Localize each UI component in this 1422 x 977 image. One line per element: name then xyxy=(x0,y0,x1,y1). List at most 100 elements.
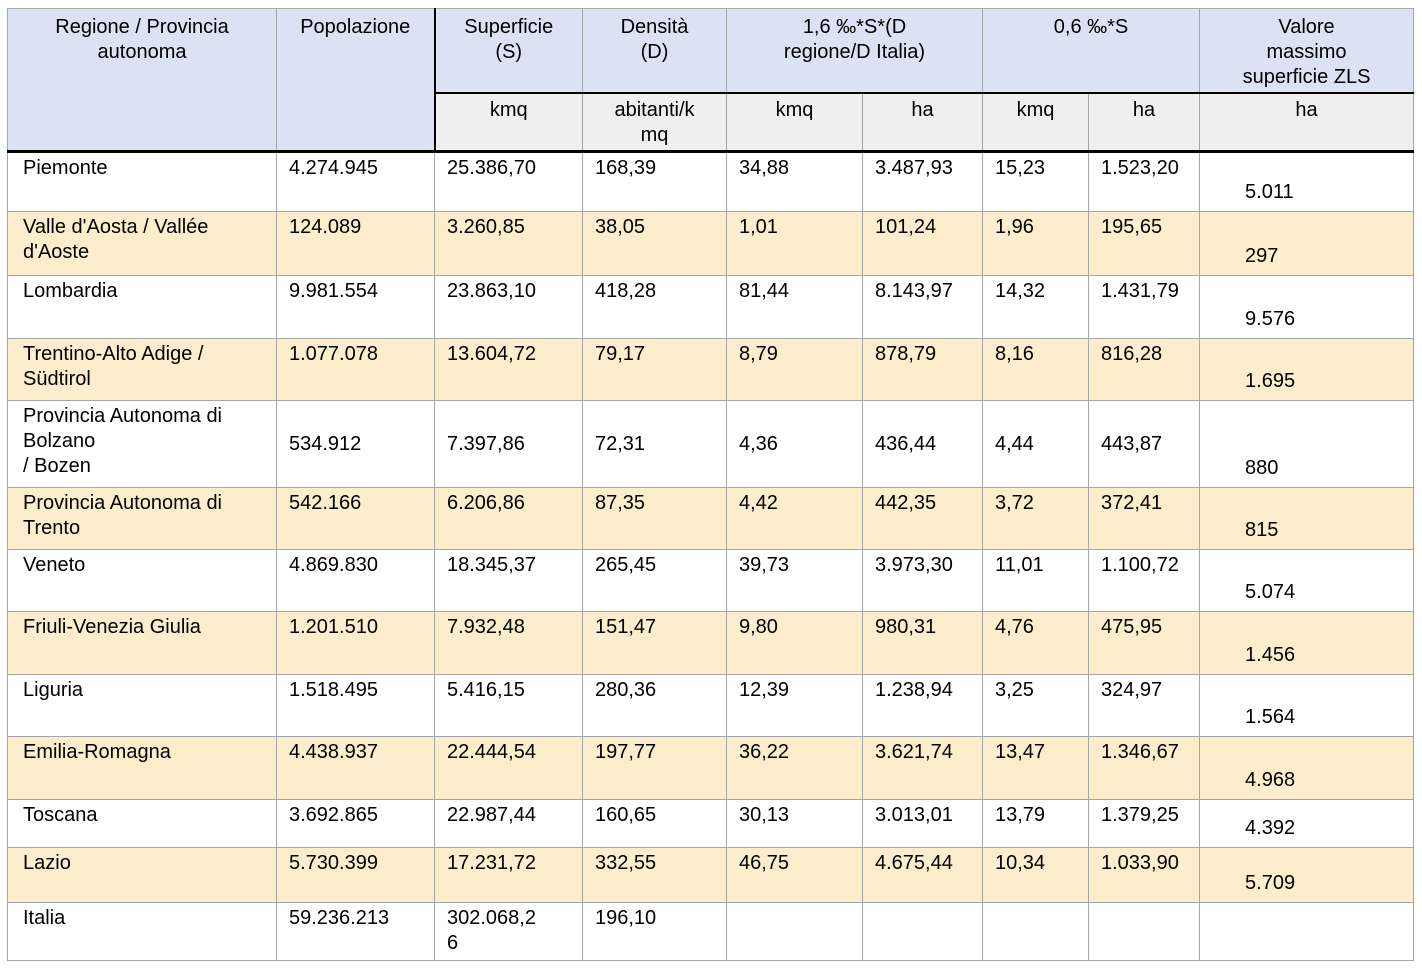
unit-density: abitanti/kmq xyxy=(582,92,727,153)
cell-surface: 23.863,10 xyxy=(434,275,583,339)
table-row: Valle d'Aosta / Vallée d'Aoste 124.089 3.2… xyxy=(7,211,1415,276)
table-row: Friuli-Venezia Giulia 1.201.510 7.932,48 15… xyxy=(7,611,1415,675)
table-row: Emilia-Romagna 4.438.937 22.444,54 197,77 36… xyxy=(7,736,1415,800)
header-row-groups: Regione / Provincia autonoma Popolazione… xyxy=(7,8,1415,153)
cell-density: 79,17 xyxy=(582,338,727,401)
cell-density: 280,36 xyxy=(582,674,727,737)
cell-f16_kmq: 81,44 xyxy=(726,275,863,339)
header-surface-label: Superficie (S) xyxy=(464,16,554,63)
cell-f06_ha: 1.431,79 xyxy=(1087,275,1201,339)
cell-population: 124.089 xyxy=(276,211,435,276)
cell-surface: 22.444,54 xyxy=(434,736,583,800)
cell-f16_kmq: 36,22 xyxy=(726,736,863,800)
header-region: Regione / Provincia autonoma xyxy=(7,8,277,153)
unit-f16-ha: ha xyxy=(862,92,983,153)
cell-region: Lombardia xyxy=(7,275,277,339)
cell-f16_kmq: 8,79 xyxy=(726,338,863,401)
table-row: Lazio 5.730.399 17.231,72 332,55 46,75 4.675,… xyxy=(7,847,1415,903)
cell-f06_kmq: 13,79 xyxy=(982,799,1089,848)
cell-f16_ha: 4.675,44 xyxy=(862,847,983,903)
cell-f06_ha xyxy=(1087,902,1201,961)
header-max-zls-label: Valore massimo superficie ZLS xyxy=(1242,16,1371,88)
cell-surface: 302.068,26 xyxy=(434,902,583,961)
cell-region: Piemonte xyxy=(7,151,277,212)
cell-surface: 7.932,48 xyxy=(434,611,583,675)
cell-f16_ha: 1.238,94 xyxy=(862,674,983,737)
cell-f16_kmq: 9,80 xyxy=(726,611,863,675)
header-formula-06-label: 0,6 ‰*S xyxy=(1053,16,1129,38)
table-body: Piemonte 4.274.945 25.386,70 168,39 34,88 3.4… xyxy=(7,151,1415,961)
table-row: Italia 59.236.213 302.068,26 196,10 xyxy=(7,902,1415,961)
cell-f06_ha: 816,28 xyxy=(1087,338,1201,401)
cell-density: 418,28 xyxy=(582,275,727,339)
cell-population: 3.692.865 xyxy=(276,799,435,848)
cell-f06_ha: 1.100,72 xyxy=(1087,549,1201,612)
cell-f06_ha: 1.346,67 xyxy=(1087,736,1201,800)
cell-region: Veneto xyxy=(7,549,277,612)
cell-region: Provincia Autonoma di Bolzano / Bozen xyxy=(7,400,277,488)
cell-f06_ha: 1.033,90 xyxy=(1087,847,1201,903)
header-surface: Superficie (S) xyxy=(434,8,583,94)
cell-max_zls: 9.576 xyxy=(1199,275,1415,339)
cell-population: 542.166 xyxy=(276,487,435,550)
cell-f16_kmq: 30,13 xyxy=(726,799,863,848)
table-row: Trentino-Alto Adige / Südtirol 1.077.078 1… xyxy=(7,338,1415,401)
cell-region: Lazio xyxy=(7,847,277,903)
cell-f06_kmq: 11,01 xyxy=(982,549,1089,612)
cell-surface: 13.604,72 xyxy=(434,338,583,401)
unit-max-ha: ha xyxy=(1199,92,1415,153)
cell-f16_ha: 3.013,01 xyxy=(862,799,983,848)
header-formula-16-label: 1,6 ‰*S*(D regione/D Italia) xyxy=(783,16,926,63)
cell-f16_ha xyxy=(862,902,983,961)
cell-max_zls: 4.392 xyxy=(1199,799,1415,848)
cell-max_zls: 1.456 xyxy=(1199,611,1415,675)
header-density: Densità (D) xyxy=(582,8,727,94)
cell-population: 4.869.830 xyxy=(276,549,435,612)
cell-density: 87,35 xyxy=(582,487,727,550)
cell-f16_kmq: 39,73 xyxy=(726,549,863,612)
header-population: Popolazione xyxy=(276,8,436,153)
cell-region: Provincia Autonoma di Trento xyxy=(7,487,277,550)
cell-max_zls xyxy=(1199,902,1415,961)
zls-regions-table: Regione / Provincia autonoma Popolazione… xyxy=(7,8,1415,961)
cell-max_zls: 5.074 xyxy=(1199,549,1415,612)
cell-region: Friuli-Venezia Giulia xyxy=(7,611,277,675)
cell-region: Italia xyxy=(7,902,277,961)
table-row: Toscana 3.692.865 22.987,44 160,65 30,13 3.01… xyxy=(7,799,1415,848)
table-row: Provincia Autonoma di Bolzano / Bozen 534… xyxy=(7,400,1415,488)
cell-f06_kmq: 3,25 xyxy=(982,674,1089,737)
header-population-label: Popolazione xyxy=(300,16,411,38)
cell-region: Valle d'Aosta / Vallée d'Aoste xyxy=(7,211,277,276)
cell-f16_ha: 980,31 xyxy=(862,611,983,675)
table-row: Liguria 1.518.495 5.416,15 280,36 12,39 1.238… xyxy=(7,674,1415,737)
cell-surface: 18.345,37 xyxy=(434,549,583,612)
cell-density: 196,10 xyxy=(582,902,727,961)
cell-density: 72,31 xyxy=(582,400,727,488)
cell-population: 1.077.078 xyxy=(276,338,435,401)
cell-max_zls: 1.695 xyxy=(1199,338,1415,401)
cell-f06_ha: 1.523,20 xyxy=(1087,151,1201,212)
cell-f16_ha: 3.621,74 xyxy=(862,736,983,800)
cell-surface: 22.987,44 xyxy=(434,799,583,848)
cell-f06_ha: 475,95 xyxy=(1087,611,1201,675)
cell-f16_kmq: 34,88 xyxy=(726,151,863,212)
cell-population: 1.518.495 xyxy=(276,674,435,737)
cell-max_zls: 880 xyxy=(1199,400,1415,488)
table-header: Regione / Provincia autonoma Popolazione… xyxy=(7,8,1415,153)
cell-f16_ha: 8.143,97 xyxy=(862,275,983,339)
cell-population: 1.201.510 xyxy=(276,611,435,675)
header-density-label: Densità (D) xyxy=(620,16,689,63)
cell-population: 5.730.399 xyxy=(276,847,435,903)
cell-f16_ha: 436,44 xyxy=(862,400,983,488)
cell-f16_ha: 442,35 xyxy=(862,487,983,550)
cell-max_zls: 4.968 xyxy=(1199,736,1415,800)
cell-f06_ha: 443,87 xyxy=(1087,400,1201,488)
cell-f06_kmq xyxy=(982,902,1089,961)
cell-f06_kmq: 14,32 xyxy=(982,275,1089,339)
cell-f06_kmq: 8,16 xyxy=(982,338,1089,401)
cell-surface: 6.206,86 xyxy=(434,487,583,550)
table-row: Piemonte 4.274.945 25.386,70 168,39 34,88 3.4… xyxy=(7,151,1415,212)
cell-density: 332,55 xyxy=(582,847,727,903)
table-row: Veneto 4.869.830 18.345,37 265,45 39,73 3.973… xyxy=(7,549,1415,612)
